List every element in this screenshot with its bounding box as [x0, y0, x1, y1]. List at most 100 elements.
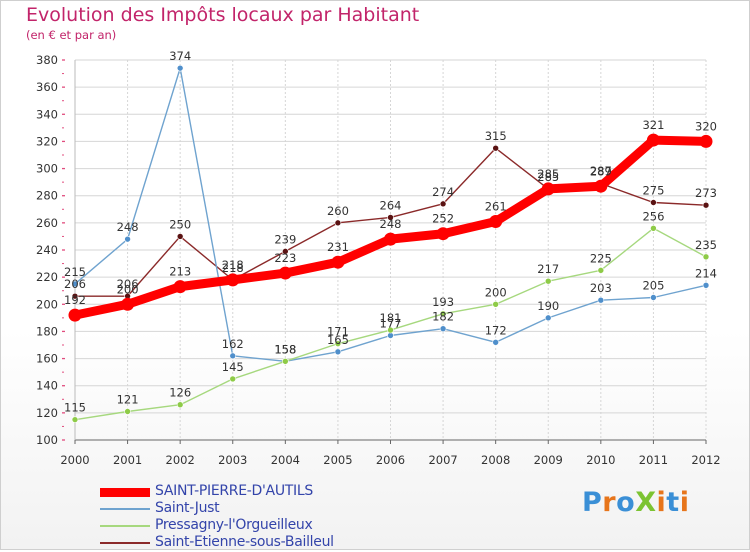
series-point-0 [387, 214, 394, 221]
x-tick-label: 2003 [218, 453, 247, 467]
series-point-3 [594, 179, 608, 193]
data-label: 200 [485, 285, 507, 299]
data-label: 217 [537, 262, 559, 276]
series-point-0 [282, 248, 289, 255]
y-tick-label: 180 [36, 324, 58, 338]
series-point-0 [71, 292, 79, 300]
legend-swatch [100, 487, 150, 497]
x-tick-label: 2004 [271, 453, 300, 467]
data-label: 285 [537, 167, 559, 181]
data-label: 285 [537, 170, 559, 184]
series-point-3 [173, 280, 187, 294]
series-point-0 [334, 219, 342, 227]
data-label: 248 [117, 220, 139, 234]
legend-swatch [100, 525, 150, 527]
series-point-2 [492, 300, 499, 308]
series-point-2 [702, 253, 710, 261]
legend-label: Saint-Just [155, 500, 220, 516]
x-tick-label: 2008 [481, 453, 510, 467]
x-tick-label: 2006 [376, 453, 405, 467]
legend-label: Saint-Etienne-sous-Bailleul [155, 534, 334, 550]
series-point-1 [439, 325, 447, 333]
series-point-0 [492, 144, 499, 152]
data-label: 275 [642, 184, 664, 198]
data-label: 203 [590, 281, 612, 295]
legend-label: Pressagny-l'Orgueilleux [155, 517, 313, 533]
y-tick-label: 120 [36, 406, 58, 420]
axis-layer: 100 120 140 160 180 200 220 240 260 280 300 320 340 3… [36, 53, 721, 467]
proxiti-logo: ProXiti [582, 487, 689, 518]
data-label: 225 [590, 251, 612, 265]
data-label: 172 [485, 323, 507, 337]
series-point-2 [544, 277, 552, 285]
series-point-3 [699, 134, 713, 148]
series-point-1 [124, 235, 131, 243]
x-tick-label: 2005 [323, 453, 352, 467]
data-label: 239 [274, 232, 296, 246]
y-tick-label: 240 [36, 243, 58, 257]
series-point-2 [282, 357, 289, 365]
y-tick-label: 280 [36, 189, 58, 203]
data-label: 218 [222, 261, 244, 275]
data-label: 182 [432, 310, 454, 324]
data-label: 200 [117, 282, 139, 296]
series-point-3 [384, 232, 397, 246]
series-point-2 [229, 375, 237, 383]
data-label: 190 [537, 299, 559, 313]
data-label: 215 [64, 265, 86, 279]
data-label: 145 [222, 360, 244, 374]
data-label: 315 [485, 129, 507, 143]
series-point-3 [489, 215, 503, 228]
data-label: 193 [432, 295, 454, 309]
data-label: 158 [274, 342, 296, 356]
legend-swatch [100, 542, 150, 544]
data-label: 181 [380, 311, 402, 325]
data-label: 274 [432, 185, 454, 199]
series-point-1 [597, 296, 605, 304]
y-tick-label: 340 [36, 107, 58, 121]
series-point-2 [597, 267, 605, 274]
x-tick-label: 2007 [428, 453, 457, 467]
series-point-1 [334, 348, 342, 356]
x-tick-label: 2010 [586, 453, 615, 467]
y-tick-label: 220 [36, 270, 58, 284]
logo-letter: i [679, 487, 690, 518]
data-label: 218 [222, 258, 244, 272]
chart-title: Evolution des Impôts locaux par Habitant [26, 4, 420, 26]
series-point-1 [176, 64, 184, 72]
logo-letter: i [656, 487, 667, 518]
y-tick-label: 260 [36, 216, 58, 230]
data-label: 260 [327, 204, 349, 218]
data-label: 192 [64, 293, 86, 307]
series-point-1 [387, 332, 394, 339]
data-label: 287 [590, 164, 612, 178]
y-tick-label: 320 [36, 134, 58, 148]
series-point-3 [121, 297, 135, 311]
series-point-2 [387, 326, 394, 334]
data-label: 374 [169, 49, 191, 63]
data-label: 115 [64, 401, 86, 415]
data-label: 206 [117, 277, 139, 291]
data-label: 261 [485, 200, 507, 214]
data-label: 165 [327, 333, 349, 347]
series-point-1 [492, 338, 499, 346]
y-tick-label: 380 [36, 53, 58, 67]
series-point-0 [702, 201, 710, 209]
y-tick-label: 100 [36, 433, 58, 447]
data-label: 320 [695, 119, 717, 133]
data-label: 171 [327, 325, 349, 339]
series-point-1 [71, 280, 79, 288]
data-label: 214 [695, 266, 717, 280]
legend-swatch [100, 508, 150, 510]
x-tick-label: 2000 [60, 453, 89, 467]
data-label: 248 [380, 217, 402, 231]
series-point-2 [176, 401, 184, 409]
grid-layer [74, 59, 707, 441]
data-label: 206 [64, 277, 86, 291]
data-label: 177 [380, 317, 402, 331]
data-label: 162 [222, 337, 244, 351]
data-label: 231 [327, 240, 349, 254]
series-point-1 [544, 314, 552, 322]
series-point-2 [71, 416, 79, 423]
